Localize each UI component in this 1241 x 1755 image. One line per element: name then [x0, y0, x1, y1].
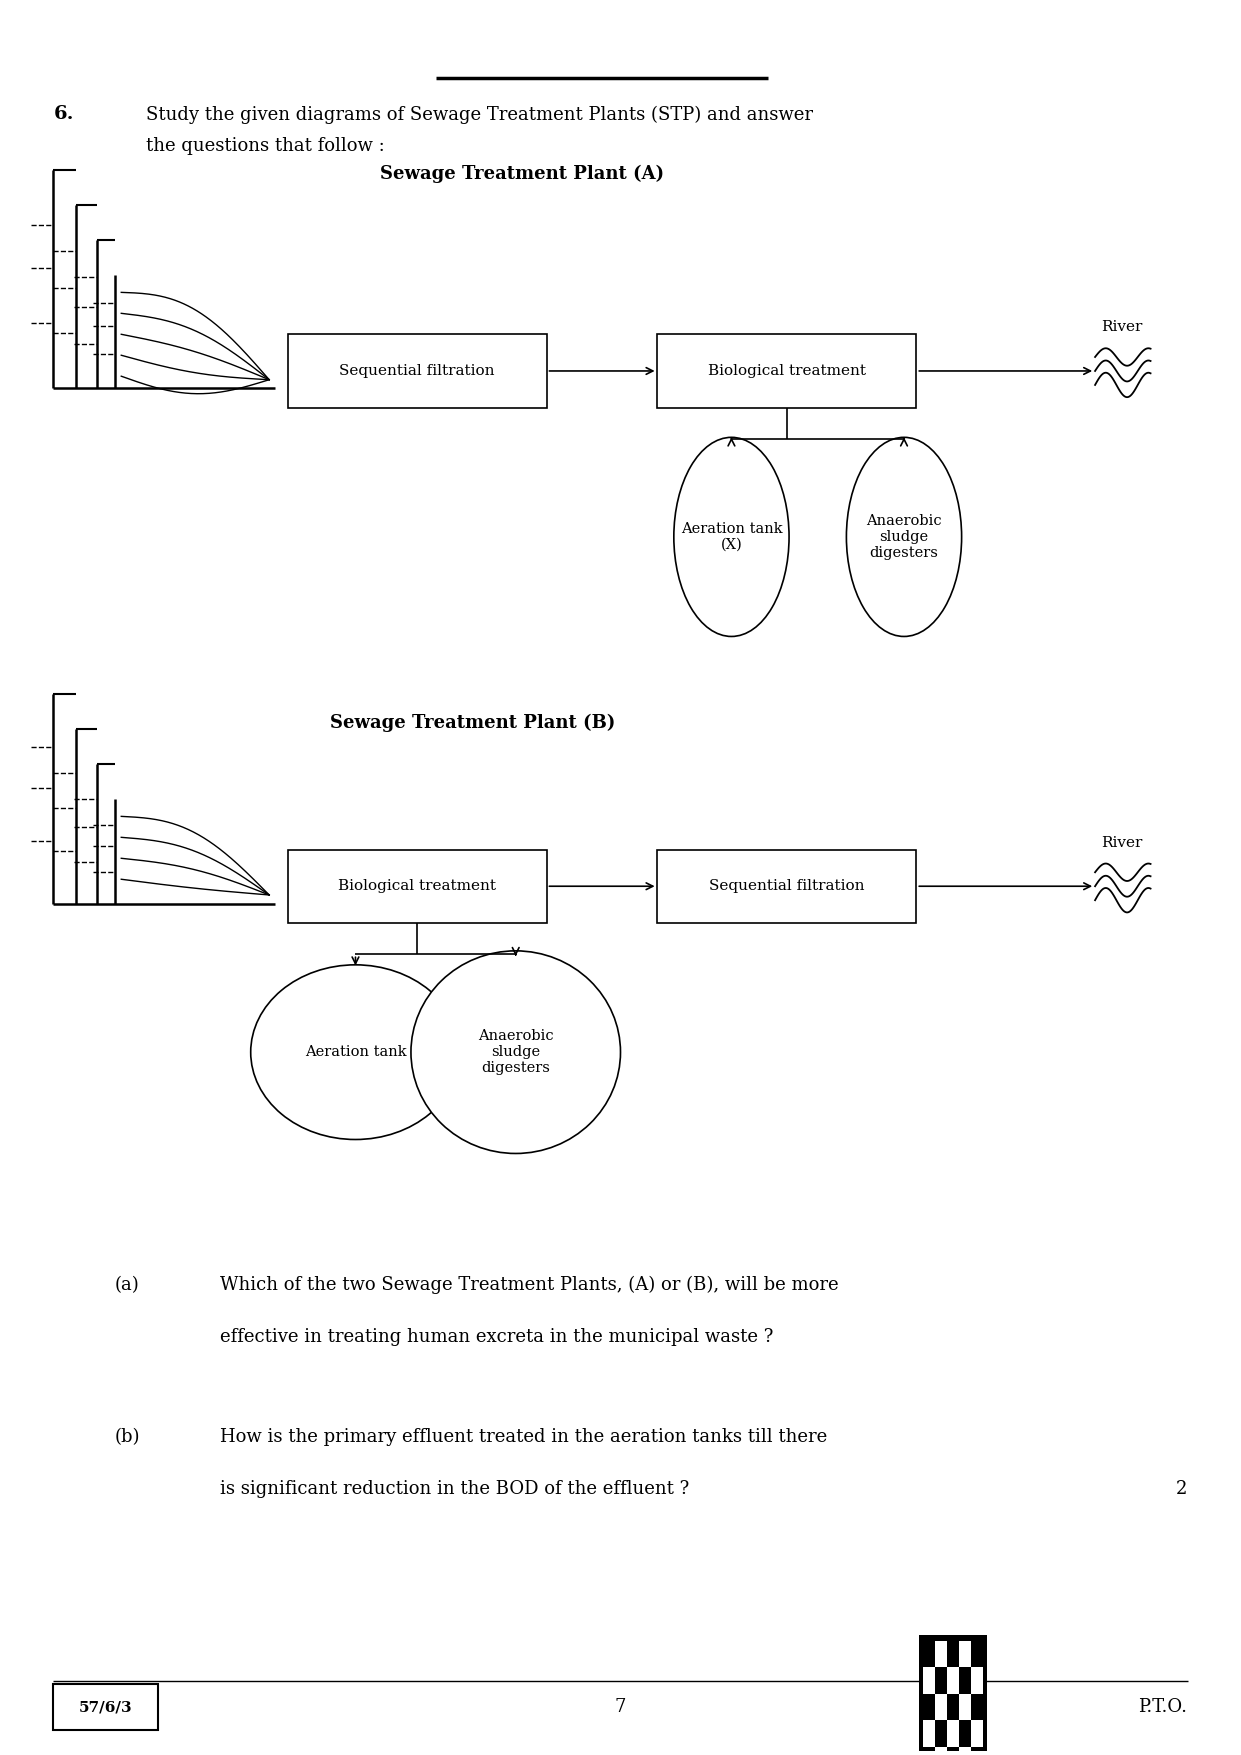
Bar	[936, 1667, 947, 1694]
Text: is significant reduction in the BOD of the effluent ?: is significant reduction in the BOD of t…	[220, 1479, 689, 1499]
Text: 2: 2	[1176, 1479, 1188, 1499]
Text: How is the primary effluent treated in the aeration tanks till there: How is the primary effluent treated in t…	[220, 1429, 828, 1446]
Text: Aeration tank
(X): Aeration tank (X)	[680, 521, 782, 553]
Bar	[288, 849, 546, 923]
Bar	[959, 1667, 972, 1694]
Text: 7: 7	[614, 1699, 627, 1716]
Text: 57/6/3: 57/6/3	[79, 1701, 133, 1715]
Text: P.T.O.: P.T.O.	[1138, 1699, 1188, 1716]
Ellipse shape	[846, 437, 962, 637]
Bar	[936, 1720, 947, 1746]
Bar	[947, 1641, 959, 1667]
Text: 6.: 6.	[53, 105, 74, 123]
Text: Biological treatment: Biological treatment	[707, 363, 866, 377]
Bar	[972, 1746, 983, 1755]
Text: effective in treating human excreta in the municipal waste ?: effective in treating human excreta in t…	[220, 1329, 773, 1346]
Text: Biological treatment: Biological treatment	[338, 879, 496, 893]
Bar	[947, 1694, 959, 1720]
Bar	[972, 1641, 983, 1667]
Text: River: River	[1101, 321, 1143, 333]
Bar	[658, 849, 916, 923]
Text: (b): (b)	[115, 1429, 140, 1446]
Bar	[923, 1746, 936, 1755]
Text: River: River	[1101, 835, 1143, 849]
Ellipse shape	[411, 951, 620, 1153]
Bar	[959, 1720, 972, 1746]
Text: Sewage Treatment Plant (A): Sewage Treatment Plant (A)	[380, 165, 664, 183]
Text: the questions that follow :: the questions that follow :	[146, 137, 385, 154]
Ellipse shape	[674, 437, 789, 637]
Bar	[288, 333, 546, 407]
Text: Sequential filtration: Sequential filtration	[709, 879, 865, 893]
Bar	[947, 1746, 959, 1755]
Text: Sequential filtration: Sequential filtration	[339, 363, 495, 377]
Bar	[658, 333, 916, 407]
Bar	[920, 1636, 988, 1755]
Text: Anaerobic
sludge
digesters: Anaerobic sludge digesters	[478, 1028, 553, 1076]
Text: Anaerobic
sludge
digesters: Anaerobic sludge digesters	[866, 514, 942, 560]
Text: (a): (a)	[115, 1276, 140, 1293]
Ellipse shape	[251, 965, 460, 1139]
Text: Which of the two Sewage Treatment Plants, (A) or (B), will be more: Which of the two Sewage Treatment Plants…	[220, 1276, 839, 1293]
Bar	[53, 1685, 159, 1730]
Text: Sewage Treatment Plant (B): Sewage Treatment Plant (B)	[330, 713, 616, 732]
Bar	[972, 1694, 983, 1720]
Bar	[923, 1641, 983, 1755]
Bar	[923, 1694, 936, 1720]
Bar	[923, 1641, 936, 1667]
Text: Study the given diagrams of Sewage Treatment Plants (STP) and answer: Study the given diagrams of Sewage Treat…	[146, 105, 813, 123]
Text: Aeration tank: Aeration tank	[304, 1046, 406, 1060]
